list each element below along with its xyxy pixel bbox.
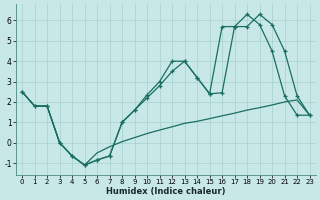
X-axis label: Humidex (Indice chaleur): Humidex (Indice chaleur): [106, 187, 226, 196]
